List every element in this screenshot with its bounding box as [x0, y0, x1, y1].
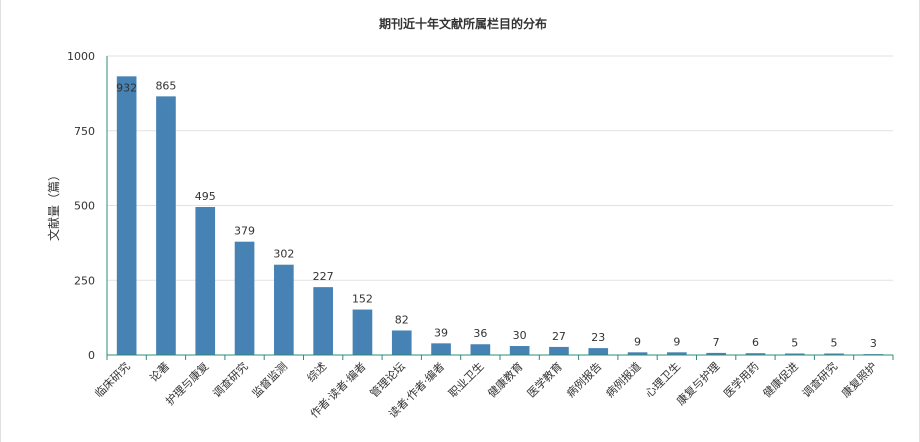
data-label: 30 [513, 329, 527, 342]
data-label: 3 [870, 337, 877, 350]
x-tick-label: 康复与护理 [673, 359, 722, 408]
data-label: 23 [591, 331, 605, 344]
data-label: 7 [713, 336, 720, 349]
y-tick-label: 1000 [67, 50, 95, 63]
x-tick-label: 管理论坛 [367, 359, 408, 400]
x-tick-label: 病例报道 [603, 359, 644, 400]
y-tick-label: 750 [74, 125, 95, 138]
bar[interactable] [313, 287, 333, 355]
x-tick-label: 论著 [147, 359, 172, 384]
x-tick-label: 康复照护 [838, 359, 879, 400]
bar[interactable] [470, 344, 491, 355]
bar[interactable] [391, 330, 412, 355]
x-tick-label: 临床研究 [92, 359, 133, 400]
x-tick-label: 调查研究 [210, 359, 251, 400]
bar[interactable] [667, 352, 687, 355]
data-label: 495 [195, 190, 216, 203]
bar[interactable] [745, 353, 766, 355]
data-label: 152 [352, 293, 373, 306]
bar[interactable] [156, 96, 176, 356]
x-tick-label: 监督监测 [249, 359, 290, 400]
y-tick-label: 250 [74, 274, 95, 287]
data-label: 227 [313, 270, 334, 283]
x-tick-label: 职业卫生 [445, 359, 486, 400]
bar[interactable] [784, 353, 805, 355]
y-tick-label: 500 [74, 200, 95, 213]
axes [106, 56, 894, 360]
y-axis-label: 文献量（篇） [46, 169, 61, 241]
bar[interactable] [274, 264, 294, 355]
bar[interactable] [234, 241, 255, 355]
y-tick-label: 0 [88, 349, 95, 362]
data-label: 379 [234, 225, 255, 238]
data-label: 9 [673, 335, 680, 348]
data-label: 5 [831, 337, 838, 350]
x-tick-label: 心理卫生 [642, 359, 683, 400]
bars[interactable] [116, 76, 884, 356]
data-label: 9 [634, 335, 641, 348]
x-tick-label: 综述 [304, 359, 329, 384]
x-tick-label: 医学教育 [524, 359, 565, 400]
x-tick-label: 调查研究 [799, 359, 840, 400]
bar[interactable] [195, 206, 216, 355]
bar[interactable] [706, 352, 726, 355]
y-axis-ticks: 0 250 500 750 1000 [67, 50, 95, 362]
data-label: 5 [791, 337, 798, 350]
data-label: 6 [752, 336, 759, 349]
chart-title: 期刊近十年文献所属栏目的分布 [379, 16, 547, 31]
data-label: 302 [273, 248, 294, 261]
bar[interactable] [352, 309, 373, 355]
data-label: 27 [552, 330, 566, 343]
data-label: 82 [395, 313, 409, 326]
x-tick-label: 医学用药 [721, 359, 762, 400]
data-label: 865 [155, 79, 176, 92]
x-tick-label: 健康教育 [485, 359, 526, 400]
bar[interactable] [116, 76, 137, 355]
bar[interactable] [509, 346, 530, 355]
data-labels: 932 865 495 379 302 227 152 82 39 36 30 27 23 9 9 7 6 5 5 3 [116, 79, 877, 350]
bar[interactable] [824, 353, 844, 355]
data-label: 39 [434, 326, 448, 339]
bar[interactable] [431, 343, 451, 355]
gridlines [107, 55, 893, 281]
x-tick-label: 护理与康复 [163, 359, 212, 408]
data-label: 36 [473, 327, 487, 340]
x-tick-label: 健康促进 [760, 359, 801, 400]
x-tick-label: 病例报告 [563, 359, 604, 400]
data-label: 932 [116, 81, 137, 94]
bar[interactable] [627, 352, 648, 355]
bar[interactable] [549, 346, 569, 355]
bar[interactable] [588, 348, 609, 355]
